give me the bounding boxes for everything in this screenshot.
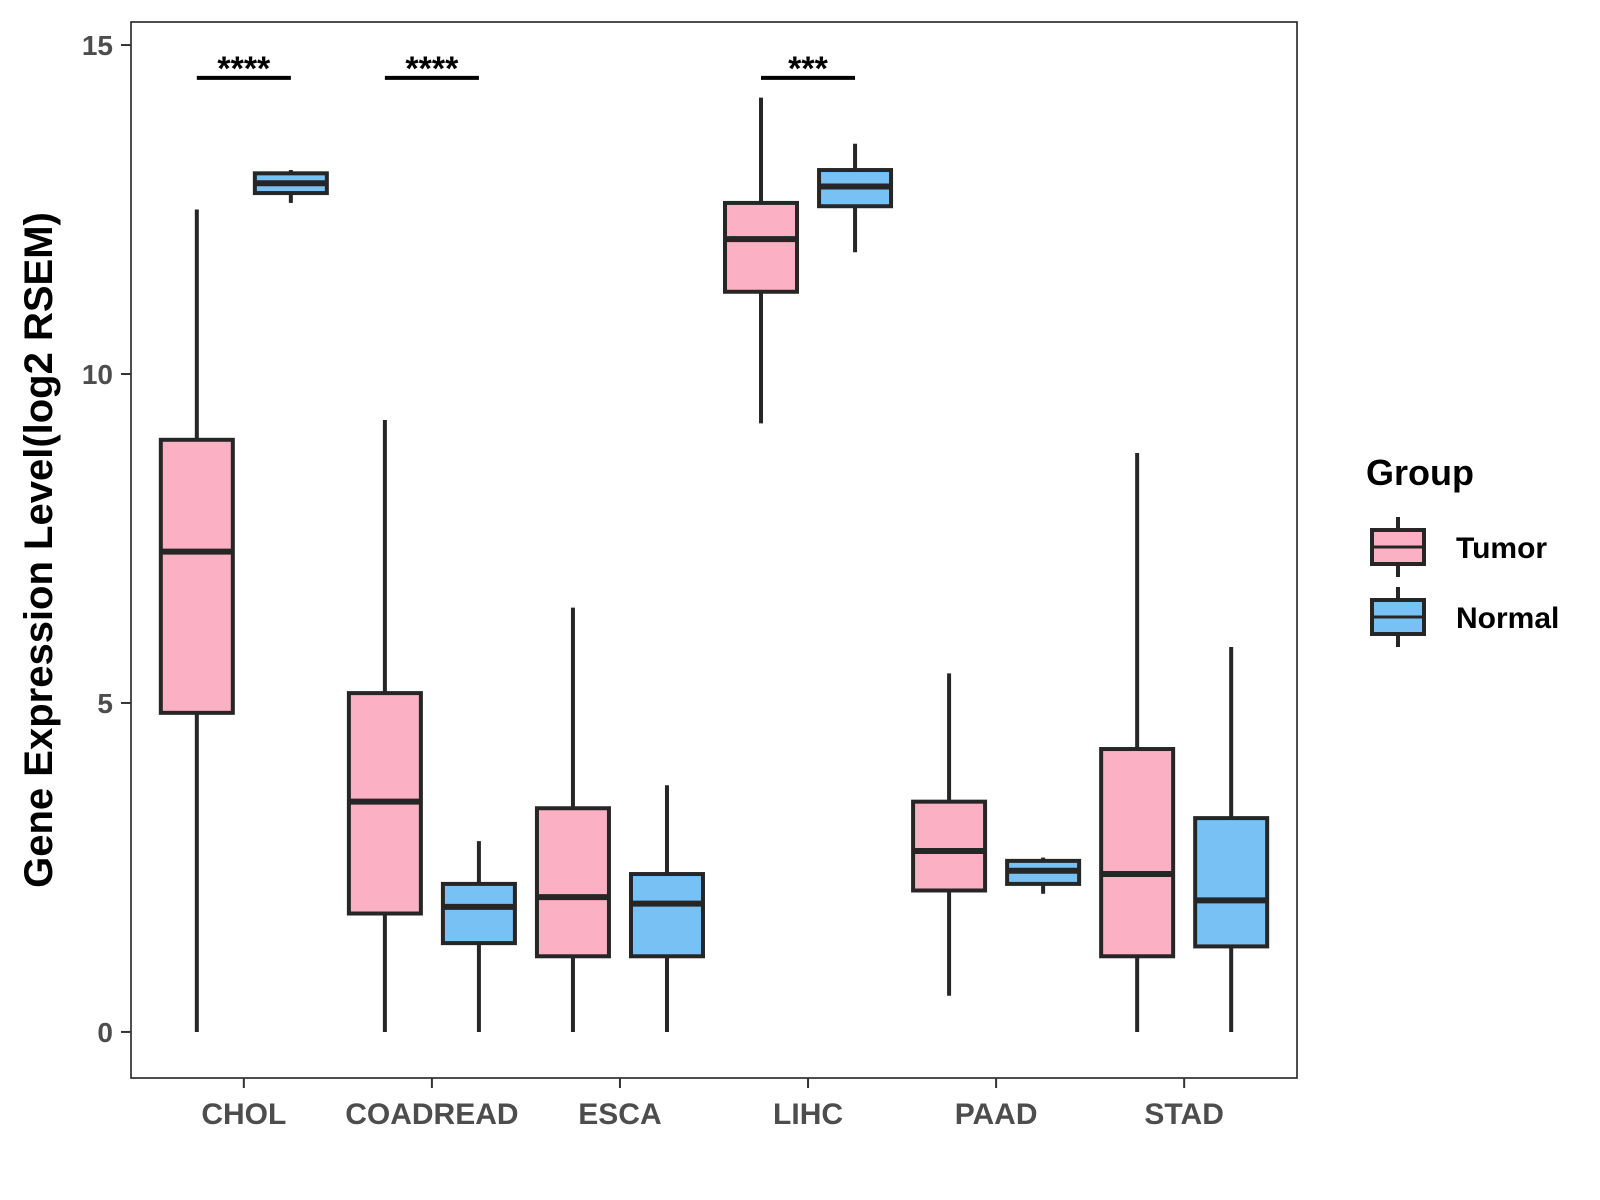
box-normal-lihc — [817, 143, 894, 253]
y-tick-label: 10 — [82, 359, 113, 390]
box-normal-stad — [1193, 647, 1270, 1032]
y-tick-label: 0 — [97, 1017, 113, 1048]
x-tick-label: ESCA — [578, 1098, 661, 1131]
x-tick-label: COADREAD — [345, 1098, 518, 1131]
x-tick-label: STAD — [1144, 1098, 1223, 1131]
box-tumor-paad — [911, 673, 988, 996]
legend-label: Tumor — [1456, 532, 1547, 565]
panel-border — [130, 21, 1298, 1079]
significance-label: **** — [217, 50, 271, 88]
box-body — [911, 799, 988, 893]
box-tumor-coadread — [346, 420, 423, 1032]
y-tick-label: 5 — [97, 688, 113, 719]
y-axis-title: Gene Expression Level(log2 RSEM) — [17, 212, 61, 888]
box-body — [1099, 747, 1176, 959]
box-body — [723, 200, 800, 294]
box-tumor-lihc — [723, 97, 800, 424]
legend-title: Group — [1366, 452, 1474, 493]
x-tick-label: PAAD — [955, 1098, 1038, 1131]
box-tumor-stad — [1099, 452, 1176, 1032]
box-normal-esca — [628, 785, 705, 1032]
legend-item-tumor: Tumor — [1370, 517, 1547, 577]
y-tick-label: 15 — [82, 30, 113, 61]
legend: Group Tumor Normal — [1366, 452, 1559, 647]
x-tick-label: LIHC — [773, 1098, 843, 1131]
box-body — [440, 881, 517, 946]
x-tick-label: CHOL — [201, 1098, 286, 1131]
box-tumor-chol — [158, 209, 235, 1032]
significance-label: **** — [405, 50, 459, 88]
significance-label: *** — [788, 50, 828, 88]
box-normal-chol — [252, 170, 329, 203]
box-normal-coadread — [440, 841, 517, 1032]
box-body — [534, 806, 611, 959]
box-body — [1193, 816, 1270, 949]
box-tumor-esca — [534, 607, 611, 1032]
box-body — [158, 437, 235, 715]
legend-item-normal: Normal — [1370, 587, 1559, 647]
legend-label: Normal — [1456, 602, 1559, 635]
box-body — [628, 872, 705, 959]
box-normal-paad — [1005, 857, 1082, 894]
